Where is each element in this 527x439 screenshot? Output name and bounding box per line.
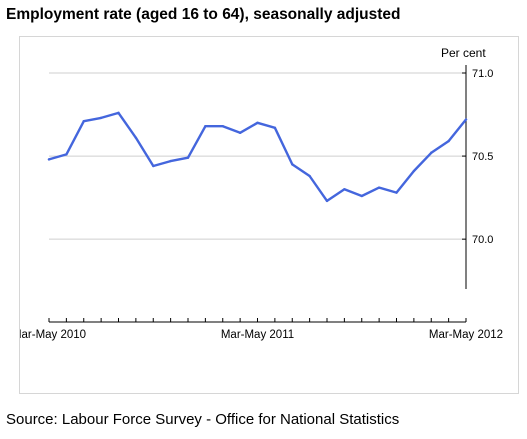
data-point-2 <box>82 119 85 123</box>
data-point-17 <box>343 188 346 191</box>
data-point-18 <box>360 194 363 198</box>
data-point-1 <box>65 153 68 156</box>
data-point-6 <box>152 164 155 168</box>
series-layer <box>47 111 468 203</box>
data-point-9 <box>204 124 207 128</box>
data-point-15 <box>308 174 311 178</box>
data-point-23 <box>447 139 450 143</box>
chart-title: Employment rate (aged 16 to 64), seasona… <box>6 6 401 23</box>
axes: 71.0 70.5 70.0 Per cent Mar-May 2010 Mar-May … <box>20 46 503 341</box>
data-point-21 <box>412 169 416 173</box>
data-point-13 <box>273 126 277 130</box>
data-point-5 <box>134 136 138 139</box>
data-point-24 <box>464 118 468 121</box>
data-point-0 <box>47 158 51 161</box>
data-point-3 <box>99 116 103 120</box>
y-axis-label: Per cent <box>441 46 486 60</box>
chart-frame: 71.0 70.5 70.0 Per cent Mar-May 2010 Mar-May … <box>19 36 519 394</box>
data-point-19 <box>377 186 381 189</box>
data-point-7 <box>169 159 172 163</box>
x-tick-label-0: Mar-May 2010 <box>20 329 86 341</box>
data-point-16 <box>325 199 329 203</box>
gridlines <box>49 72 466 240</box>
data-point-20 <box>395 191 398 194</box>
employment-line-chart: 71.0 70.5 70.0 Per cent Mar-May 2010 Mar-May … <box>20 46 503 341</box>
data-point-11 <box>238 131 242 135</box>
data-point-8 <box>186 156 190 159</box>
data-point-14 <box>291 163 294 166</box>
x-tick-label-1: Mar-May 2011 <box>221 329 294 341</box>
data-point-12 <box>256 121 259 125</box>
series-line-0 <box>47 111 468 203</box>
y-tick-label-1: 70.5 <box>472 151 493 163</box>
y-tick-label-0: 71.0 <box>472 68 493 80</box>
source-note: Source: Labour Force Survey - Office for… <box>6 411 400 428</box>
data-point-22 <box>430 151 433 154</box>
y-tick-label-2: 70.0 <box>472 234 493 246</box>
x-tick-label-2: Mar-May 2012 <box>429 329 503 341</box>
data-point-4 <box>117 111 120 115</box>
data-point-10 <box>221 124 224 128</box>
